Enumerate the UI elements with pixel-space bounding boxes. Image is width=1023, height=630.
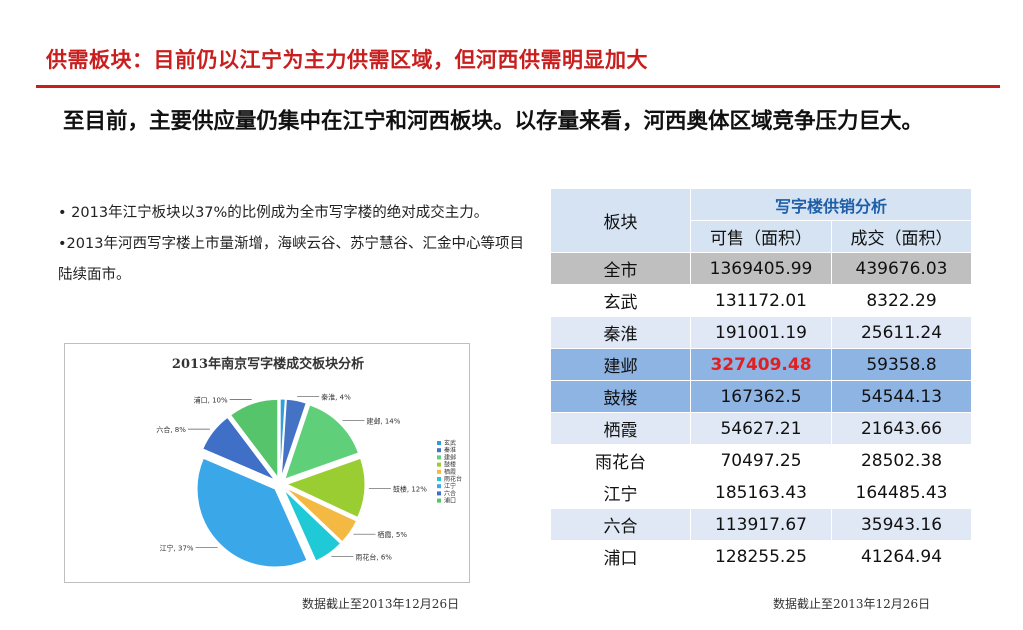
legend-swatch (437, 455, 441, 460)
sold-area-cell: 41264.94 (831, 540, 972, 573)
district-cell: 建邺 (550, 348, 691, 381)
available-area-cell: 54627.21 (690, 412, 832, 445)
sold-area-cell: 8322.29 (831, 284, 972, 317)
available-area-cell: 167362.5 (690, 380, 832, 413)
legend-swatch (437, 441, 441, 445)
chart-source-note: 数据截止至2013年12月26日 (302, 597, 460, 611)
table-source-note: 数据截止至2013年12月26日 (773, 597, 931, 611)
pie-slice (196, 457, 308, 568)
table-row: 秦淮 191001.19 25611.24 (550, 316, 972, 349)
supply-sales-table: 板块 写字楼供销分析 可售（面积） 成交（面积） 全市 1369405.99 439… (550, 188, 972, 573)
pie-slice (202, 416, 277, 481)
pie-slice (285, 487, 358, 543)
slice-label: 江宁, 37% (160, 543, 194, 552)
sold-area-cell: 54544.13 (831, 380, 972, 413)
table-row: 玄武 131172.01 8322.29 (550, 284, 972, 317)
table-row: 建邺 327409.48 59358.8 (550, 348, 972, 381)
legend-swatch (437, 469, 441, 474)
legend-label: 栖霞 (444, 468, 456, 476)
legend-swatch (437, 498, 441, 503)
slide-subtitle: 至目前，主要供应量仍集中在江宁和河西板块。以存量来看，河西奥体区域竞争压力巨大。 (63, 109, 924, 134)
slice-label: 雨花台, 6% (355, 553, 392, 562)
legend-swatch (437, 477, 441, 481)
legend-label: 浦口 (444, 497, 456, 505)
chart-title: 2013年南京写字楼成交板块分析 (172, 356, 364, 372)
district-cell: 雨花台 (550, 444, 691, 477)
legend-label: 雨花台 (444, 475, 462, 483)
table-row: 鼓楼 167362.5 54544.13 (550, 380, 972, 413)
legend-label: 六合 (444, 489, 456, 497)
sold-area-cell: 35943.16 (831, 508, 972, 541)
table-row: 六合 113917.67 35943.16 (550, 508, 972, 541)
district-cell: 全市 (550, 252, 691, 285)
pie-slice (280, 398, 307, 478)
legend-swatch (437, 491, 441, 496)
available-area-cell: 128255.25 (690, 540, 832, 573)
table-body: 全市 1369405.99 439676.03 玄武 131172.01 8322.29 秦… (550, 252, 972, 573)
column-header-available: 可售（面积） (690, 220, 832, 253)
district-cell: 秦淮 (550, 316, 691, 349)
slice-label: 鼓楼, 12% (393, 484, 427, 493)
legend-label: 鼓楼 (444, 461, 456, 469)
available-area-cell: 327409.48 (690, 348, 832, 381)
pie-slice (279, 398, 286, 478)
legend-label: 玄武 (444, 439, 456, 447)
legend-label: 秦淮 (444, 446, 456, 454)
table-row: 浦口 128255.25 41264.94 (550, 540, 972, 573)
sold-area-cell: 28502.38 (831, 444, 972, 477)
district-cell: 浦口 (550, 540, 691, 573)
column-header-district: 板块 (550, 188, 691, 253)
legend-swatch (437, 484, 441, 489)
pie-chart-frame: 2013年南京写字楼成交板块分析秦淮, 4% 建邺, 14% 鼓楼, 12% 栖霞, … (64, 343, 470, 583)
slide-title: 供需板块：目前仍以江宁为主力供需区域，但河西供需明显加大 (46, 48, 648, 72)
available-area-cell: 191001.19 (690, 316, 832, 349)
district-cell: 六合 (550, 508, 691, 541)
available-area-cell: 70497.25 (690, 444, 832, 477)
legend-swatch (437, 462, 441, 467)
pie-slice (283, 489, 342, 562)
district-cell: 江宁 (550, 476, 691, 509)
table-row: 江宁 185163.43 164485.43 (550, 476, 972, 509)
district-cell: 栖霞 (550, 412, 691, 445)
column-header-sold: 成交（面积） (831, 220, 972, 253)
legend-label: 江宁 (444, 482, 456, 490)
title-divider (36, 85, 1000, 88)
slice-label: 建邺, 14% (366, 417, 400, 426)
bullet-list: • 2013年江宁板块以37%的比例成为全市写字楼的绝对成交主力。 •2013年… (58, 198, 528, 291)
table-group-header: 写字楼供销分析 (690, 188, 972, 221)
sold-area-cell: 59358.8 (831, 348, 972, 381)
pie-slice (285, 457, 366, 519)
table-row: 全市 1369405.99 439676.03 (550, 252, 972, 285)
legend-label: 建邺 (444, 453, 456, 461)
legend-swatch (437, 448, 441, 453)
pie-slice (284, 404, 360, 480)
bullet-item: •2013年河西写字楼上市量渐增，海峡云谷、苏宁慧谷、汇金中心等项目陆续面市。 (58, 236, 524, 283)
district-cell: 玄武 (550, 284, 691, 317)
available-area-cell: 185163.43 (690, 476, 832, 509)
slice-label: 栖霞, 5% (377, 530, 407, 539)
available-area-cell: 1369405.99 (690, 252, 832, 285)
pie-slice (230, 398, 279, 479)
table-row: 栖霞 54627.21 21643.66 (550, 412, 972, 445)
sold-area-cell: 21643.66 (831, 412, 972, 445)
sold-area-cell: 164485.43 (831, 476, 972, 509)
district-cell: 鼓楼 (550, 380, 691, 413)
sold-area-cell: 439676.03 (831, 252, 972, 285)
available-area-cell: 131172.01 (690, 284, 832, 317)
available-area-cell: 113917.67 (690, 508, 832, 541)
bullet-item: • 2013年江宁板块以37%的比例成为全市写字楼的绝对成交主力。 (58, 205, 489, 221)
slice-label: 秦淮, 4% (321, 393, 351, 402)
slice-label: 六合, 8% (156, 425, 186, 434)
slice-label: 浦口, 10% (194, 396, 228, 405)
table-row: 雨花台 70497.25 28502.38 (550, 444, 972, 477)
sold-area-cell: 25611.24 (831, 316, 972, 349)
